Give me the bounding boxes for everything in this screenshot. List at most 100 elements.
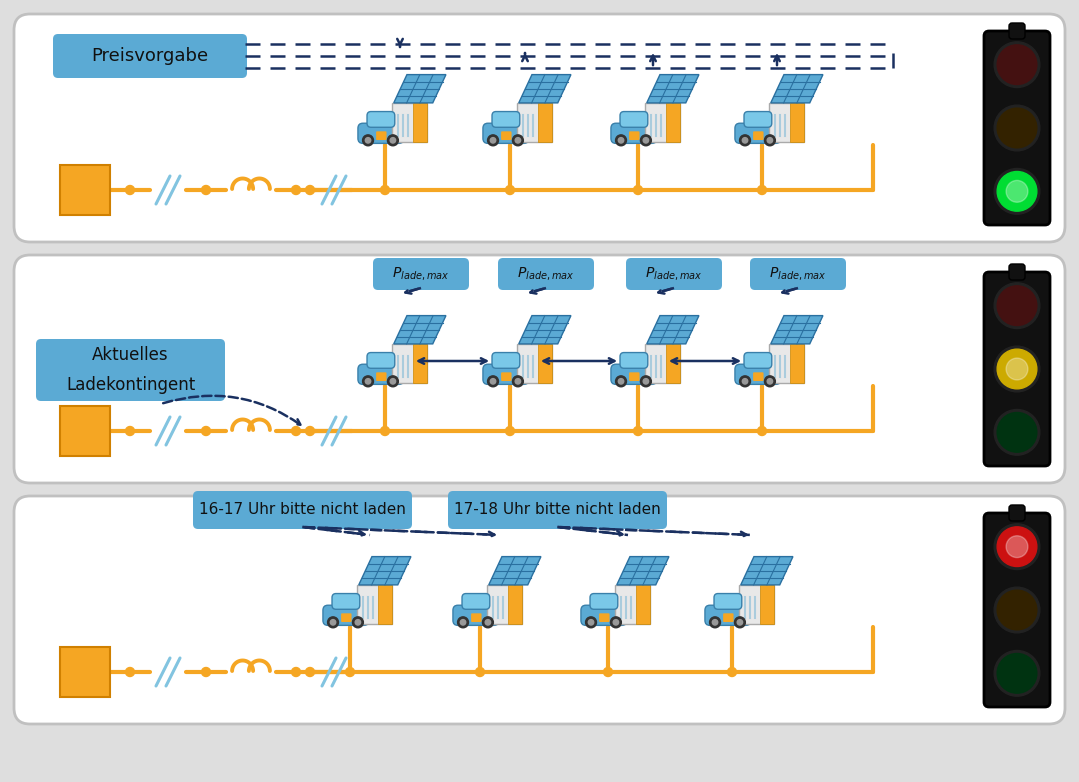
Circle shape	[997, 654, 1037, 693]
FancyBboxPatch shape	[453, 605, 498, 626]
FancyBboxPatch shape	[14, 496, 1065, 724]
Polygon shape	[519, 316, 571, 344]
Text: Aktuelles: Aktuelles	[92, 346, 168, 364]
FancyBboxPatch shape	[14, 255, 1065, 483]
Circle shape	[994, 587, 1040, 633]
Circle shape	[618, 378, 624, 384]
Bar	[666, 344, 680, 383]
Circle shape	[391, 138, 396, 143]
Circle shape	[381, 185, 390, 195]
Circle shape	[588, 619, 593, 625]
Circle shape	[764, 376, 776, 387]
Circle shape	[305, 185, 314, 195]
Circle shape	[710, 617, 721, 628]
FancyBboxPatch shape	[599, 613, 610, 622]
FancyBboxPatch shape	[735, 364, 781, 385]
Circle shape	[505, 426, 515, 436]
Circle shape	[997, 590, 1037, 630]
FancyBboxPatch shape	[629, 131, 640, 140]
Bar	[508, 585, 522, 624]
FancyBboxPatch shape	[626, 258, 722, 290]
FancyBboxPatch shape	[620, 112, 647, 127]
Circle shape	[515, 138, 521, 143]
Bar	[769, 344, 804, 383]
Polygon shape	[646, 316, 699, 344]
FancyBboxPatch shape	[373, 258, 469, 290]
Circle shape	[994, 283, 1040, 328]
FancyBboxPatch shape	[984, 31, 1050, 225]
Circle shape	[997, 171, 1037, 211]
Bar	[739, 585, 775, 624]
FancyBboxPatch shape	[483, 364, 529, 385]
FancyBboxPatch shape	[367, 353, 395, 368]
FancyBboxPatch shape	[36, 339, 226, 401]
Circle shape	[328, 617, 339, 628]
Circle shape	[515, 378, 521, 384]
Circle shape	[764, 135, 776, 145]
Circle shape	[488, 135, 498, 145]
Circle shape	[757, 426, 766, 436]
Circle shape	[488, 376, 498, 387]
Text: $P_{lade,max}$: $P_{lade,max}$	[517, 266, 575, 282]
Text: 17-18 Uhr bitte nicht laden: 17-18 Uhr bitte nicht laden	[454, 503, 660, 518]
Polygon shape	[394, 316, 446, 344]
Bar	[60, 647, 110, 697]
Circle shape	[615, 376, 627, 387]
Circle shape	[291, 426, 300, 436]
Bar	[645, 103, 680, 142]
Text: $P_{lade,max}$: $P_{lade,max}$	[769, 266, 827, 282]
Circle shape	[618, 138, 624, 143]
FancyBboxPatch shape	[590, 594, 618, 609]
FancyBboxPatch shape	[358, 364, 404, 385]
Bar	[761, 585, 775, 624]
FancyBboxPatch shape	[750, 258, 846, 290]
FancyBboxPatch shape	[745, 112, 771, 127]
Circle shape	[994, 524, 1040, 569]
Polygon shape	[394, 74, 446, 103]
Bar	[769, 103, 804, 142]
FancyBboxPatch shape	[498, 258, 595, 290]
FancyBboxPatch shape	[492, 353, 520, 368]
Text: $P_{lade,max}$: $P_{lade,max}$	[645, 266, 702, 282]
FancyBboxPatch shape	[735, 124, 781, 143]
Polygon shape	[489, 557, 541, 585]
Circle shape	[381, 426, 390, 436]
Circle shape	[997, 108, 1037, 148]
FancyBboxPatch shape	[629, 372, 640, 381]
Circle shape	[643, 378, 648, 384]
FancyBboxPatch shape	[483, 124, 529, 143]
Circle shape	[353, 617, 364, 628]
Circle shape	[997, 349, 1037, 389]
Bar	[413, 103, 427, 142]
Circle shape	[613, 619, 618, 625]
Circle shape	[330, 619, 336, 625]
Circle shape	[291, 185, 300, 195]
Polygon shape	[519, 74, 571, 103]
Circle shape	[643, 138, 648, 143]
FancyBboxPatch shape	[705, 605, 751, 626]
FancyBboxPatch shape	[1009, 264, 1025, 280]
Polygon shape	[646, 74, 699, 103]
Circle shape	[366, 138, 371, 143]
FancyBboxPatch shape	[341, 613, 352, 622]
FancyBboxPatch shape	[367, 112, 395, 127]
Circle shape	[615, 135, 627, 145]
Circle shape	[641, 376, 652, 387]
FancyBboxPatch shape	[1009, 23, 1025, 39]
Circle shape	[739, 135, 751, 145]
Circle shape	[997, 45, 1037, 84]
Circle shape	[345, 668, 355, 676]
Circle shape	[1006, 181, 1028, 203]
Polygon shape	[741, 557, 793, 585]
Circle shape	[387, 376, 398, 387]
Bar	[392, 103, 427, 142]
Circle shape	[641, 135, 652, 145]
Bar	[60, 406, 110, 456]
Circle shape	[994, 410, 1040, 455]
Circle shape	[997, 412, 1037, 452]
FancyBboxPatch shape	[723, 613, 734, 622]
Circle shape	[586, 617, 597, 628]
Circle shape	[125, 185, 135, 195]
Circle shape	[125, 668, 135, 676]
FancyBboxPatch shape	[1009, 505, 1025, 521]
